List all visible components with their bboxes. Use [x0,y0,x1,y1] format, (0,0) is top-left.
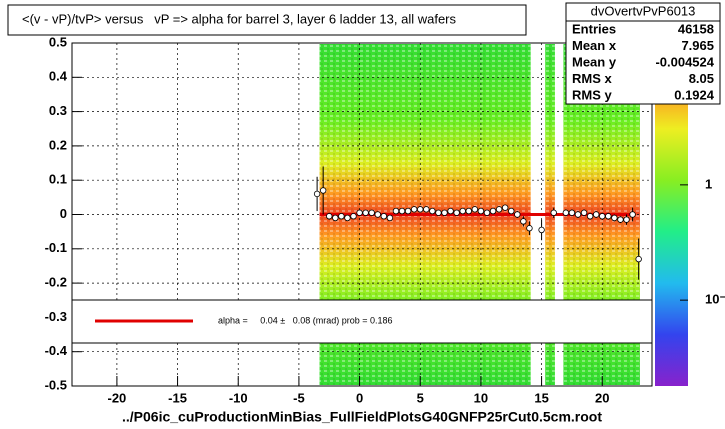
chart-title: <(v - vP)/tvP> versus vP => alpha for ba… [22,11,457,26]
x-tick-label: 5 [417,390,424,405]
profile-point [368,209,375,216]
profile-point [338,213,345,220]
x-tick-label: -5 [293,390,305,405]
stats-value: 0.1924 [674,87,715,102]
x-axis-label: ../P06ic_cuProductionMinBias_FullFieldPl… [122,409,602,425]
stats-value: -0.004524 [655,54,714,69]
x-tick-label: 10 [474,390,488,405]
profile-point [514,211,521,218]
profile-point [526,225,533,232]
profile-point [623,216,630,223]
y-tick-label: 0.3 [49,103,67,118]
profile-point [319,187,327,194]
y-tick-label: -0.4 [45,343,68,358]
x-tick-label: 0 [356,390,363,405]
profile-point [326,213,333,220]
profile-point [441,209,448,216]
profile-point [435,209,442,216]
profile-point [562,209,570,216]
fit-legend-text: alpha = 0.04 ± 0.08 (mrad) prob = 0.186 [218,315,393,325]
x-tick-label: 20 [595,390,609,405]
profile-point [586,213,594,220]
profile-point [380,213,388,220]
profile-point [356,209,363,216]
x-tick-label: -20 [107,390,126,405]
y-tick-label: 0.1 [49,172,67,187]
title-box [7,4,527,36]
profile-point [362,209,369,216]
profile-point [550,209,557,216]
stats-label: RMS y [572,87,613,102]
profile-point [635,255,642,263]
profile-point [392,207,400,215]
profile-point [374,211,381,218]
z-tick-label: 1 [705,176,712,191]
profile-point [447,207,454,215]
stats-value: 8.05 [689,71,714,86]
profile-point [592,211,600,218]
x-tick-label: -15 [168,390,187,405]
y-tick-label: -0.3 [45,309,67,324]
profile-point [483,209,491,216]
profile-point [605,213,612,220]
profile-point [423,206,430,213]
profile-point [574,211,582,218]
stats-label: Mean x [572,38,617,53]
profile-point [332,214,339,222]
y-tick-label: 0.5 [49,34,67,49]
z-tick-label: 10⁻¹ [705,292,725,307]
stats-box [565,2,721,105]
profile-point [580,209,588,216]
stats-label: RMS x [572,71,613,86]
stats-value: 46158 [678,21,714,36]
y-tick-label: 0.4 [49,69,68,84]
stats-label: Entries [572,21,616,36]
profile-point [568,209,576,216]
x-tick-label: 15 [534,390,548,405]
stats-title: dvOvertvPvP6013 [591,3,696,18]
profile-point [611,214,618,222]
profile-point [344,214,351,222]
y-tick-label: -0.1 [45,240,67,255]
profile-point [350,213,357,220]
profile-point [477,207,485,215]
y-tick-label: -0.5 [45,377,67,392]
profile-point [398,207,406,215]
profile-point [538,226,545,234]
y-tick-label: 0 [60,206,67,221]
profile-point [465,207,472,215]
profile-point [489,207,497,215]
stats-value: 7.965 [681,38,714,53]
profile-point [508,207,515,215]
profile-point [313,190,321,198]
y-tick-label: -0.2 [45,275,67,290]
stats-label: Mean y [572,54,617,69]
profile-point [386,214,394,222]
y-tick-label: 0.2 [49,137,67,152]
profile-point [417,206,424,213]
profile-point [471,206,479,213]
profile-point [429,207,436,215]
profile-point [520,218,527,225]
profile-point [404,207,412,215]
profile-point [617,216,624,223]
profile-point [629,211,636,218]
profile-point [459,207,466,215]
profile-point [453,209,460,216]
profile-point [501,204,509,211]
profile-point [410,206,418,213]
x-tick-label: -10 [229,390,248,405]
profile-point [599,213,606,220]
profile-point [495,206,503,213]
